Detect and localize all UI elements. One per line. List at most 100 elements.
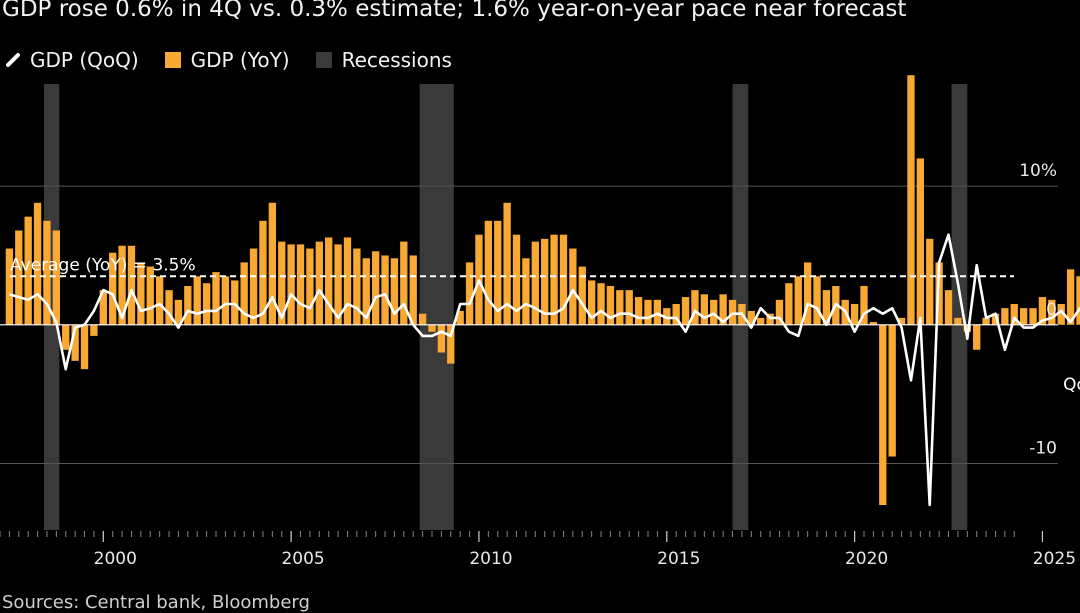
yoy-bar [437,324,446,353]
x-tick-label: 2005 [281,549,324,569]
yoy-bar [944,290,953,325]
yoy-bar [165,290,173,325]
yoy-bar [1057,304,1065,325]
yoy-bar [259,220,267,325]
yoy-bar [672,304,680,325]
yoy-bar [1001,308,1009,325]
yoy-bar [409,255,417,325]
yoy-bar [916,158,925,325]
yoy-bar [390,258,399,325]
yoy-bar [869,322,878,325]
yoy-bar [400,241,408,325]
yoy-bar [1048,299,1056,325]
yoy-bar [578,266,586,325]
yoy-bar [860,285,868,325]
yoy-bar [52,230,61,325]
legend-label-yoy: GDP (YoY) [190,48,290,72]
yoy-bar [728,299,737,325]
yoy-bar [1076,276,1080,325]
yoy-bar [644,299,652,325]
yoy-bar [625,290,633,325]
yoy-bar [803,262,812,325]
yoy-bar [109,252,117,325]
yoy-bar [418,313,427,325]
yoy-bar [973,324,981,350]
yoy-bar [174,299,183,325]
legend-item-yoy: GDP (YoY) [164,48,290,72]
yoy-bar [719,294,727,325]
legend-label-recessions: Recessions [341,48,452,72]
yoy-bar [447,324,455,364]
legend-item-recessions: Recessions [315,48,452,72]
yoy-bar [503,202,511,325]
yoy-bar [231,280,239,325]
yoy-bar [700,294,709,325]
yoy-bar [963,324,971,332]
x-tick-label: 2000 [94,549,137,569]
yoy-bar [71,324,79,361]
yoy-bar [381,255,389,325]
yoy-bar [127,245,136,325]
yoy-bar [456,310,464,325]
yoy-bar [879,324,887,506]
chart-title: GDP rose 0.6% in 4Q vs. 0.3% estimate; 1… [2,0,907,22]
yoy-bar [371,251,380,325]
yoy-bar [1019,308,1028,325]
yoy-bar [541,238,549,325]
yoy-bar [616,290,624,325]
legend-label-qoq: GDP (QoQ) [30,48,139,72]
yoy-bar [1029,308,1037,325]
yoy-bar [991,313,1000,325]
yoy-bar [710,299,718,325]
yoy-bar [362,258,370,325]
yoy-bar [747,310,755,325]
x-tick-label: 2010 [469,549,512,569]
yoy-bar [653,299,662,325]
yoy-bar [428,324,436,332]
yoy-bar [597,283,605,325]
yoy-bar [484,220,493,325]
yoy-bar [822,290,831,325]
yoy-bar [334,244,342,325]
recession-band [419,84,454,530]
yoy-bar [315,241,323,325]
legend-bar-swatch [164,52,181,68]
yoy-bar [587,280,596,325]
yoy-bar [494,220,502,325]
yoy-bar [559,234,568,325]
qoq-annotation: QoQ = 0.6% [1063,375,1080,395]
yoy-bar [465,262,474,325]
yoy-bar [249,248,258,325]
yoy-bar [33,202,42,325]
yoy-bar [606,285,615,325]
yoy-bar [90,324,98,336]
yoy-bar [531,241,539,325]
yoy-bar [785,283,793,325]
legend-recession-swatch [315,52,332,68]
x-tick-label: 2015 [657,549,700,569]
yoy-bar [306,248,314,325]
yoy-bar [325,237,333,325]
yoy-bar [202,283,211,325]
yoy-bar [681,297,690,325]
yoy-bar [775,299,784,325]
yoy-bar [691,290,699,325]
legend: GDP (QoQ) GDP (YoY) Recessions [0,47,478,73]
yoy-bar [287,244,295,325]
yoy-bar [813,276,821,325]
yoy-bar [794,276,802,325]
recession-band [43,84,60,530]
yoy-bar [766,313,774,325]
x-tick-label: 2025 [1033,549,1076,569]
x-tick-label: 2020 [845,549,888,569]
yoy-bar [146,266,154,325]
yoy-bar [155,276,164,325]
yoy-bar [5,248,14,325]
yoy-bar [80,324,89,370]
yoy-bar [1010,304,1018,325]
yoy-bar [221,276,230,325]
yoy-bar [1066,269,1075,325]
yoy-bar [240,262,248,325]
yoy-bar [212,272,220,325]
